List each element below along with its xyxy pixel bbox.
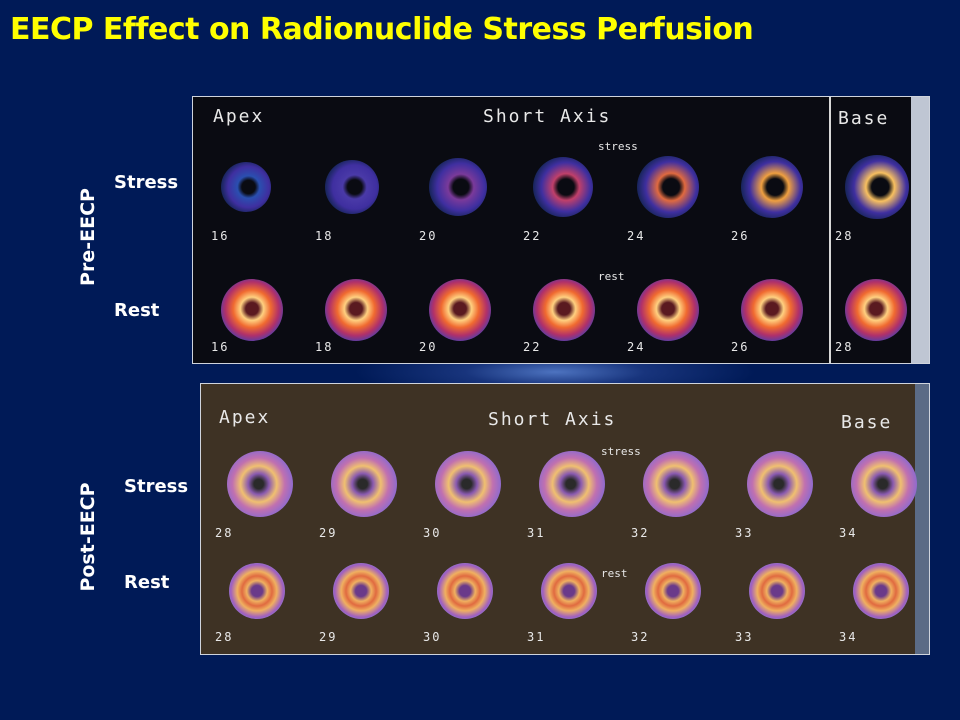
scan-slice-image bbox=[637, 279, 699, 341]
slice-number: 30 bbox=[423, 630, 442, 644]
slice-number: 20 bbox=[419, 340, 438, 354]
base-divider bbox=[829, 97, 831, 363]
scan-slice-image bbox=[331, 451, 397, 517]
rest-vertical-label: rest bbox=[601, 567, 628, 580]
pre-eecp-label: Pre-EECP bbox=[77, 188, 99, 286]
post-eecp-label: Post-EECP bbox=[77, 482, 99, 592]
panel-edge bbox=[915, 384, 929, 654]
slice-number: 33 bbox=[735, 630, 754, 644]
slice-number: 28 bbox=[835, 229, 854, 243]
slice-number: 26 bbox=[731, 340, 750, 354]
scan-slice-image bbox=[637, 156, 699, 218]
slice-number: 28 bbox=[215, 526, 234, 540]
slice-number: 16 bbox=[211, 340, 230, 354]
base-label: Base bbox=[838, 108, 890, 129]
slice-number: 20 bbox=[419, 229, 438, 243]
scan-slice-image bbox=[541, 563, 597, 619]
short-axis-label: Short Axis bbox=[488, 409, 617, 430]
slice-number: 18 bbox=[315, 229, 334, 243]
slice-number: 22 bbox=[523, 340, 542, 354]
scan-slice-image bbox=[845, 155, 909, 219]
slice-number: 33 bbox=[735, 526, 754, 540]
scan-slice-image bbox=[533, 157, 593, 217]
short-axis-label: Short Axis bbox=[483, 106, 612, 127]
stress-vertical-label: stress bbox=[601, 445, 641, 458]
slice-number: 32 bbox=[631, 526, 650, 540]
scan-slice-image bbox=[539, 451, 605, 517]
scan-slice-image bbox=[437, 563, 493, 619]
slice-number: 29 bbox=[319, 630, 338, 644]
slice-number: 28 bbox=[835, 340, 854, 354]
scan-slice-image bbox=[645, 563, 701, 619]
scan-slice-image bbox=[229, 563, 285, 619]
pre-stress-label: Stress bbox=[114, 172, 179, 193]
pre-rest-label: Rest bbox=[114, 300, 160, 321]
slide-title: EECP Effect on Radionuclide Stress Perfu… bbox=[10, 12, 754, 47]
slice-number: 31 bbox=[527, 526, 546, 540]
scan-slice-image bbox=[533, 279, 595, 341]
rest-vertical-label: rest bbox=[598, 270, 625, 283]
apex-label: Apex bbox=[213, 106, 265, 127]
post-stress-label: Stress bbox=[124, 476, 189, 497]
scan-slice-image bbox=[221, 162, 271, 212]
panel-edge bbox=[911, 97, 929, 363]
slice-number: 34 bbox=[839, 630, 858, 644]
slice-number: 24 bbox=[627, 229, 646, 243]
scan-slice-image bbox=[851, 451, 917, 517]
base-label: Base bbox=[841, 412, 893, 433]
slice-number: 31 bbox=[527, 630, 546, 644]
scan-slice-image bbox=[853, 563, 909, 619]
slice-number: 32 bbox=[631, 630, 650, 644]
post-eecp-scan-panel: Apex Short Axis Base stress rest 28 29 30 3… bbox=[200, 383, 930, 655]
scan-slice-image bbox=[429, 158, 487, 216]
scan-slice-image bbox=[333, 563, 389, 619]
scan-slice-image bbox=[741, 279, 803, 341]
scan-slice-image bbox=[429, 279, 491, 341]
slice-number: 24 bbox=[627, 340, 646, 354]
slice-number: 34 bbox=[839, 526, 858, 540]
slice-number: 28 bbox=[215, 630, 234, 644]
slice-number: 26 bbox=[731, 229, 750, 243]
scan-slice-image bbox=[845, 279, 907, 341]
slice-number: 29 bbox=[319, 526, 338, 540]
scan-slice-image bbox=[227, 451, 293, 517]
slice-number: 18 bbox=[315, 340, 334, 354]
scan-slice-image bbox=[749, 563, 805, 619]
scan-slice-image bbox=[747, 451, 813, 517]
slice-number: 16 bbox=[211, 229, 230, 243]
scan-slice-image bbox=[325, 160, 379, 214]
post-rest-label: Rest bbox=[124, 572, 170, 593]
slice-number: 30 bbox=[423, 526, 442, 540]
scan-slice-image bbox=[643, 451, 709, 517]
pre-eecp-scan-panel: Apex Short Axis Base stress rest 16 18 20 2… bbox=[192, 96, 930, 364]
stress-vertical-label: stress bbox=[598, 140, 638, 153]
scan-slice-image bbox=[325, 279, 387, 341]
scan-slice-image bbox=[741, 156, 803, 218]
slice-number: 22 bbox=[523, 229, 542, 243]
scan-slice-image bbox=[435, 451, 501, 517]
apex-label: Apex bbox=[219, 407, 271, 428]
scan-slice-image bbox=[221, 279, 283, 341]
